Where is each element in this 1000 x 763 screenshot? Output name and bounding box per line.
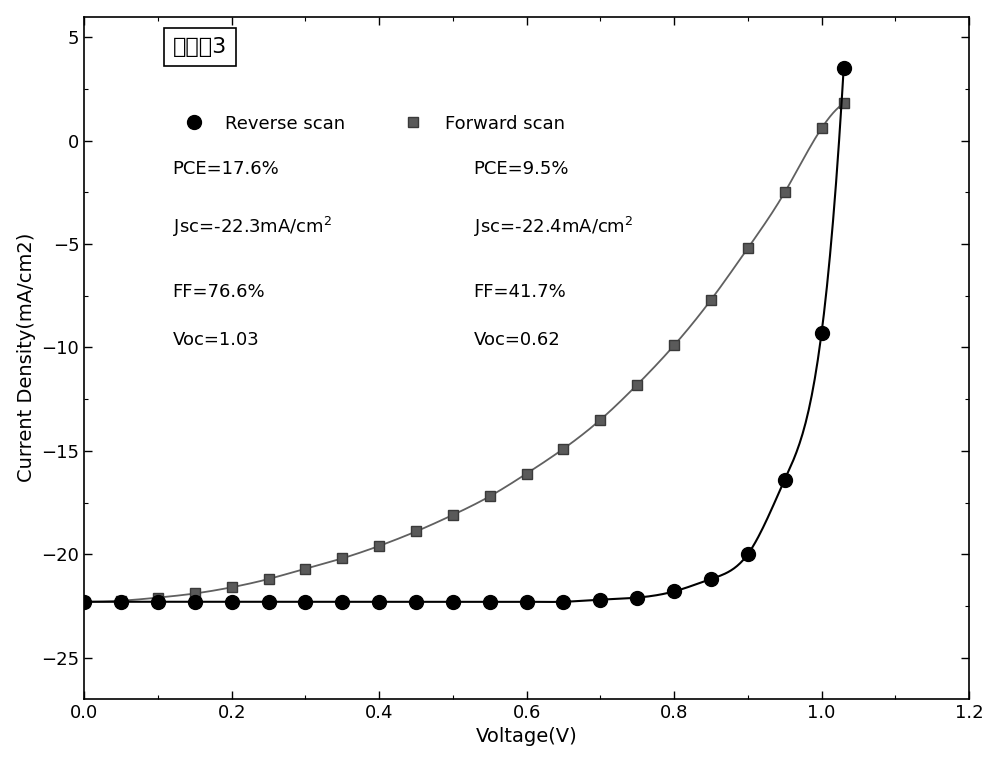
Reverse scan [521, 597, 533, 607]
Reverse scan [779, 475, 791, 485]
Reverse scan [594, 595, 606, 604]
Y-axis label: Current Density(mA/cm2): Current Density(mA/cm2) [17, 233, 36, 482]
Forward scan [299, 564, 311, 573]
Reverse scan [816, 328, 828, 337]
Forward scan [189, 589, 201, 598]
Forward scan [742, 243, 754, 253]
Reverse scan [152, 597, 164, 607]
Text: Voc=0.62: Voc=0.62 [474, 330, 560, 349]
Reverse scan [742, 549, 754, 559]
Forward scan [705, 295, 717, 304]
Reverse scan [115, 597, 127, 607]
Forward scan [410, 527, 422, 536]
Forward scan [373, 542, 385, 551]
Forward scan [557, 444, 569, 453]
Forward scan [484, 491, 496, 501]
X-axis label: Voltage(V): Voltage(V) [476, 727, 577, 746]
Reverse scan [299, 597, 311, 607]
Reverse scan [447, 597, 459, 607]
Forward scan [226, 583, 238, 592]
Reverse scan [373, 597, 385, 607]
Text: Jsc=-22.3mA/cm$^2$: Jsc=-22.3mA/cm$^2$ [173, 214, 332, 239]
Forward scan [78, 597, 90, 607]
Reverse scan [226, 597, 238, 607]
Forward scan [336, 554, 348, 563]
Forward scan [668, 341, 680, 350]
Reverse scan [336, 597, 348, 607]
Legend: Reverse scan, Forward scan: Reverse scan, Forward scan [164, 108, 572, 140]
Line: Reverse scan: Reverse scan [77, 61, 851, 609]
Reverse scan [631, 593, 643, 602]
Forward scan [521, 469, 533, 478]
Forward scan [816, 124, 828, 133]
Reverse scan [410, 597, 422, 607]
Line: Forward scan: Forward scan [79, 98, 849, 607]
Reverse scan [189, 597, 201, 607]
Text: PCE=17.6%: PCE=17.6% [173, 160, 279, 178]
Forward scan [263, 575, 275, 584]
Reverse scan [838, 64, 850, 73]
Forward scan [152, 593, 164, 602]
Reverse scan [668, 587, 680, 596]
Text: FF=41.7%: FF=41.7% [474, 283, 566, 301]
Forward scan [115, 596, 127, 605]
Forward scan [447, 510, 459, 520]
Text: 实施例3: 实施例3 [173, 37, 227, 57]
Forward scan [779, 188, 791, 197]
Forward scan [594, 415, 606, 424]
Forward scan [838, 99, 850, 108]
Text: FF=76.6%: FF=76.6% [173, 283, 265, 301]
Text: Jsc=-22.4mA/cm$^2$: Jsc=-22.4mA/cm$^2$ [474, 214, 633, 239]
Reverse scan [557, 597, 569, 607]
Forward scan [631, 380, 643, 389]
Reverse scan [78, 597, 90, 607]
Text: Voc=1.03: Voc=1.03 [173, 330, 259, 349]
Reverse scan [705, 575, 717, 584]
Reverse scan [484, 597, 496, 607]
Reverse scan [263, 597, 275, 607]
Text: PCE=9.5%: PCE=9.5% [474, 160, 569, 178]
